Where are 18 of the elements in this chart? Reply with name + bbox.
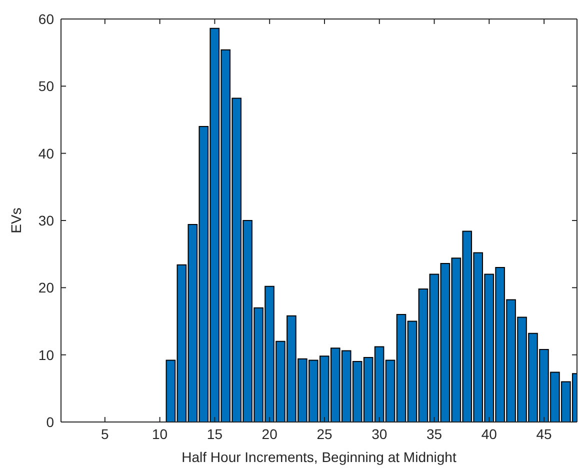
- x-tick-label: 15: [206, 426, 223, 442]
- y-tick-label: 30: [38, 212, 54, 228]
- y-tick-label: 0: [46, 414, 54, 430]
- x-tick-label: 40: [481, 426, 498, 442]
- x-tick-label: 10: [152, 426, 168, 442]
- x-tick-label: 5: [101, 426, 110, 442]
- x-tick-label: 20: [262, 426, 278, 442]
- y-tick-label: 10: [38, 346, 54, 363]
- y-tick-label: 20: [38, 280, 54, 296]
- y-axis-title: EVs: [8, 208, 24, 234]
- x-axis-title: Half Hour Increments, Beginning at Midnight: [182, 449, 456, 465]
- x-tick-label: 30: [372, 426, 388, 442]
- y-tick-label: 50: [38, 78, 54, 94]
- x-tick-label: 45: [536, 426, 552, 442]
- y-tick-label: 40: [38, 145, 54, 162]
- y-tick-label: 60: [38, 10, 54, 27]
- x-tick-label: 35: [426, 426, 442, 442]
- x-tick-label: 25: [316, 426, 332, 442]
